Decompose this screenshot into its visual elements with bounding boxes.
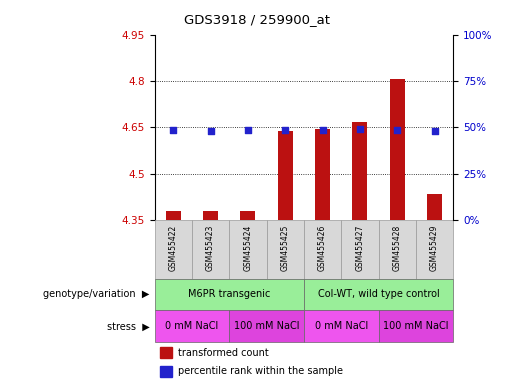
Bar <box>203 210 218 220</box>
Text: 0 mM NaCl: 0 mM NaCl <box>165 321 218 331</box>
Bar <box>304 310 379 343</box>
Bar <box>161 347 173 358</box>
Point <box>431 128 439 134</box>
Text: GDS3918 / 259900_at: GDS3918 / 259900_at <box>184 13 331 26</box>
Bar <box>154 310 229 343</box>
Bar <box>379 220 416 278</box>
Text: GSM455429: GSM455429 <box>430 225 439 271</box>
Bar <box>352 122 367 220</box>
Bar <box>154 278 304 310</box>
Text: 100 mM NaCl: 100 mM NaCl <box>234 321 299 331</box>
Bar <box>161 366 173 377</box>
Bar <box>154 220 192 278</box>
Text: GSM455424: GSM455424 <box>244 225 252 271</box>
Point <box>318 127 327 133</box>
Point <box>356 126 364 132</box>
Text: percentile rank within the sample: percentile rank within the sample <box>178 366 344 376</box>
Text: M6PR transgenic: M6PR transgenic <box>188 290 270 300</box>
Bar <box>341 220 379 278</box>
Bar <box>304 278 453 310</box>
Point <box>393 127 401 133</box>
Bar <box>166 210 181 220</box>
Point <box>207 128 215 134</box>
Text: GSM455426: GSM455426 <box>318 225 327 271</box>
Text: genotype/variation  ▶: genotype/variation ▶ <box>43 290 149 300</box>
Text: GSM455423: GSM455423 <box>206 225 215 271</box>
Bar <box>379 310 453 343</box>
Text: GSM455422: GSM455422 <box>169 225 178 271</box>
Text: 100 mM NaCl: 100 mM NaCl <box>383 321 449 331</box>
Bar <box>192 220 229 278</box>
Text: GSM455427: GSM455427 <box>355 225 364 271</box>
Point <box>281 127 289 133</box>
Bar <box>241 210 255 220</box>
Bar <box>315 129 330 220</box>
Text: GSM455425: GSM455425 <box>281 225 289 271</box>
Bar <box>229 220 267 278</box>
Bar <box>278 131 293 220</box>
Point <box>244 127 252 133</box>
Bar <box>427 194 442 220</box>
Bar <box>390 79 405 220</box>
Text: transformed count: transformed count <box>178 348 269 358</box>
Text: stress  ▶: stress ▶ <box>107 321 149 331</box>
Bar <box>267 220 304 278</box>
Bar <box>416 220 453 278</box>
Point <box>169 127 177 133</box>
Text: GSM455428: GSM455428 <box>393 225 402 271</box>
Bar <box>304 220 341 278</box>
Bar <box>229 310 304 343</box>
Text: 0 mM NaCl: 0 mM NaCl <box>315 321 368 331</box>
Text: Col-WT, wild type control: Col-WT, wild type control <box>318 290 439 300</box>
